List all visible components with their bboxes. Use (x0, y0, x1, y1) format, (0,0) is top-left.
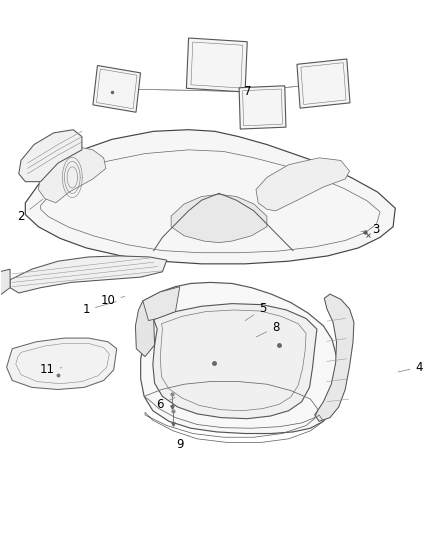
Text: 5: 5 (245, 302, 266, 321)
Polygon shape (141, 282, 341, 433)
Text: 3: 3 (361, 223, 379, 236)
Text: 9: 9 (176, 435, 189, 450)
Polygon shape (19, 130, 82, 182)
Polygon shape (10, 256, 167, 293)
Polygon shape (153, 304, 317, 419)
Polygon shape (239, 86, 286, 129)
Polygon shape (0, 269, 10, 296)
Polygon shape (187, 38, 247, 92)
Polygon shape (256, 158, 350, 211)
Polygon shape (7, 338, 117, 390)
Polygon shape (315, 294, 354, 421)
Polygon shape (171, 195, 267, 243)
Text: 8: 8 (256, 321, 279, 337)
Text: 10: 10 (101, 294, 125, 308)
Polygon shape (143, 287, 180, 320)
Polygon shape (25, 130, 395, 264)
Polygon shape (297, 59, 350, 108)
Text: 4: 4 (398, 361, 423, 374)
Text: 2: 2 (17, 199, 43, 223)
Polygon shape (135, 301, 155, 357)
Polygon shape (39, 147, 106, 203)
Polygon shape (93, 66, 141, 112)
Text: 11: 11 (39, 364, 62, 376)
Text: 1: 1 (82, 302, 116, 317)
Text: 7: 7 (244, 85, 251, 98)
Text: 6: 6 (156, 398, 175, 411)
